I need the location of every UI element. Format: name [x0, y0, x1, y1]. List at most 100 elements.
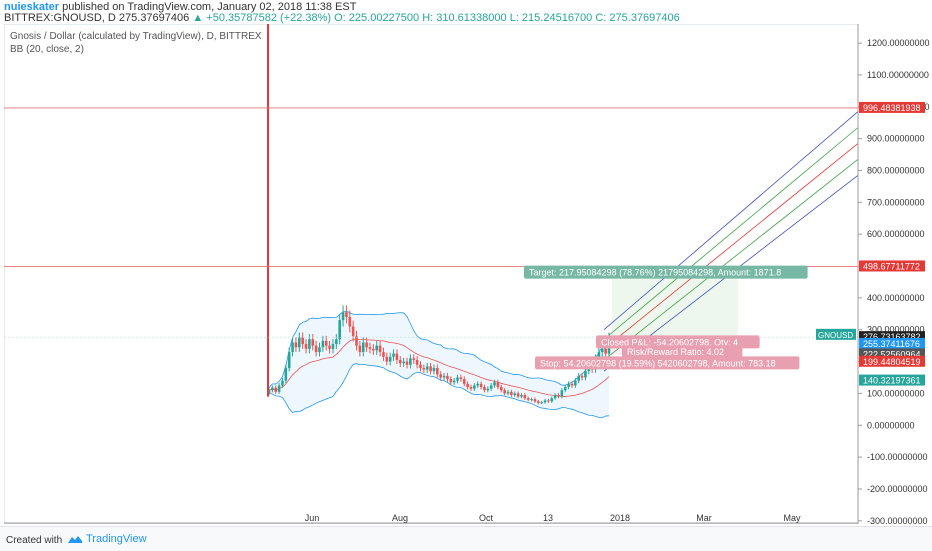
candle-body	[597, 352, 601, 359]
risk-reward-label-box	[622, 345, 743, 359]
candle-body	[533, 399, 537, 402]
candle-body	[520, 395, 523, 397]
y-tick-label: 800.00000000	[867, 165, 925, 175]
tradingview-link[interactable]: TradingView	[68, 533, 147, 545]
candle-body	[274, 387, 278, 392]
candle-body	[405, 361, 409, 365]
price-chart[interactable]: 1200.000000001100.000000001000.000000009…	[4, 24, 932, 524]
candle-body	[324, 340, 328, 346]
candle-body	[473, 385, 476, 389]
candle-body	[294, 342, 298, 348]
candle-body	[341, 312, 345, 321]
y-tick-label: 400.00000000	[867, 293, 925, 303]
created-with-text: Created with	[6, 535, 63, 546]
price-label: 276.73163782	[863, 332, 921, 342]
candle-body	[466, 383, 469, 388]
symbol-tag-box	[816, 328, 856, 340]
price-label: 222.52560964	[863, 349, 921, 359]
closed-pnl-label-text: Closed P&L: -54.20602798, Qty: 4	[601, 337, 738, 347]
candle-body	[449, 379, 453, 383]
candle-body	[425, 366, 429, 370]
price-label-box	[859, 374, 925, 386]
symbol-name: BITTREX:GNOUSD, D	[4, 12, 116, 24]
chart-legend: Gnosis / Dollar (calculated by TradingVi…	[10, 30, 262, 56]
y-tick-label: -300.00000000	[867, 516, 928, 524]
candle-body	[287, 352, 291, 368]
candle-body	[456, 377, 459, 381]
candle-body	[308, 339, 311, 349]
bollinger-lower-band	[268, 363, 610, 419]
price-label: 199.44804519	[863, 357, 921, 367]
candle-body	[476, 383, 480, 386]
y-tick-label: -200.00000000	[867, 484, 928, 494]
candle-body	[335, 339, 338, 345]
channel-line	[603, 159, 859, 361]
candle-body	[439, 374, 442, 378]
candle-body	[580, 375, 584, 378]
high-value: H: 310.61338000	[422, 12, 507, 24]
risk-reward-label: Risk/Reward Ratio: 4.02	[622, 345, 743, 359]
candle-body	[486, 388, 490, 391]
candle-body	[459, 377, 463, 380]
candle-body	[284, 367, 288, 381]
candle-body	[530, 399, 533, 401]
candle-body	[550, 398, 554, 402]
candle-body	[402, 361, 405, 364]
candle-body	[331, 344, 335, 349]
candle-body	[503, 390, 506, 394]
candle-body	[543, 400, 547, 403]
legend-symbol: Gnosis / Dollar (calculated by TradingVi…	[10, 31, 262, 42]
candle-body	[375, 345, 379, 351]
price-label: 140.32197361	[863, 376, 921, 386]
candle-body	[432, 367, 436, 372]
candle-body	[409, 358, 412, 365]
publish-info: nuieskater published on TradingView.com,…	[4, 1, 356, 13]
candle-body	[355, 336, 358, 346]
candle-body	[553, 395, 557, 399]
candle-body	[395, 353, 399, 360]
x-tick-label: May	[783, 513, 801, 523]
price-label: 255.37411676	[863, 339, 920, 349]
y-tick-label: 900.00000000	[867, 134, 925, 144]
low-value: L: 215.24516700	[509, 12, 593, 24]
candle-body	[351, 326, 355, 337]
candle-body	[392, 353, 395, 357]
channel-line	[603, 111, 859, 331]
candle-body	[446, 375, 449, 380]
candle-body	[563, 387, 567, 391]
target-label: Target: 217.95084298 (78.76%) 2179508429…	[524, 265, 808, 279]
y-tick-label: 0.00000000	[867, 420, 915, 430]
candle-body	[361, 342, 365, 353]
candle-body	[577, 375, 581, 381]
candle-body	[462, 379, 466, 384]
published-text: published on TradingView.com, January 02…	[62, 1, 357, 13]
symbol-info: BITTREX:GNOUSD, D 275.37697406 ▲ +50.357…	[4, 12, 680, 24]
price-label: 498.67711772	[863, 261, 920, 271]
candle-body	[398, 359, 402, 364]
candle-body	[540, 402, 543, 404]
candle-body	[506, 391, 510, 394]
y-tick-label: 100.00000000	[867, 388, 925, 398]
candle-body	[604, 348, 607, 354]
candle-body	[281, 380, 284, 386]
author-link[interactable]: nuieskater	[4, 1, 60, 13]
target-label-text: Target: 217.95084298 (78.76%) 2179508429…	[529, 268, 781, 278]
stop-label-text: Stop: 54.20602798 (19.59%) 5420602798, A…	[540, 358, 776, 368]
candle-body	[304, 344, 308, 349]
candle-body	[537, 401, 540, 403]
y-tick-label: 700.00000000	[867, 197, 925, 207]
candle-body	[570, 383, 574, 386]
candle-body	[452, 380, 456, 383]
price-label-box	[859, 260, 925, 272]
candle-body	[422, 367, 426, 370]
candle-body	[291, 342, 294, 353]
close-value: C: 275.37697406	[595, 12, 680, 24]
closed-pnl-label-box	[596, 335, 760, 349]
price-change: +50.35787582 (+22.38%)	[206, 12, 332, 24]
candle-body	[436, 367, 439, 375]
y-tick-label: 300.00000000	[867, 325, 925, 335]
candle-body	[388, 356, 392, 362]
y-tick-label: 1100.00000000	[867, 70, 929, 80]
last-price: 275.37697406	[118, 12, 190, 24]
risk-reward-label-text: Risk/Reward Ratio: 4.02	[627, 347, 724, 357]
